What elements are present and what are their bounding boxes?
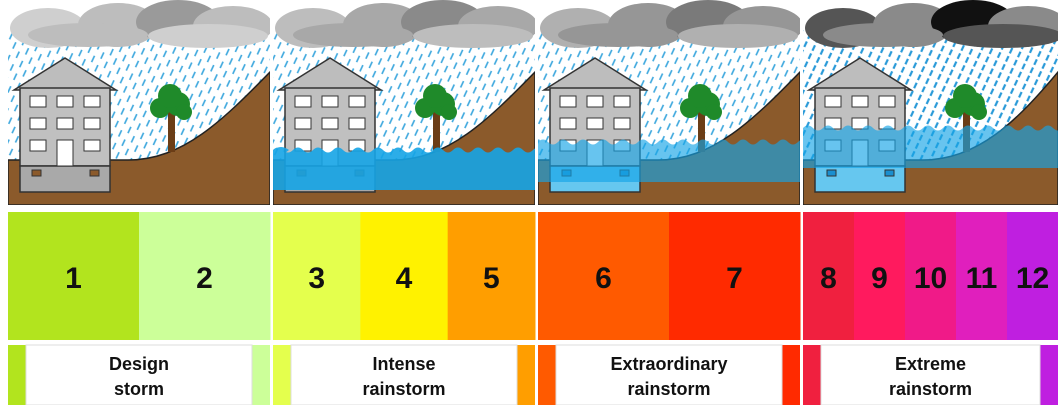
flood-water (803, 126, 1058, 169)
level-number: 2 (196, 262, 213, 295)
door (57, 140, 73, 166)
window (84, 118, 100, 129)
tree-leaf (158, 84, 182, 108)
cloud (823, 23, 943, 47)
window (614, 96, 630, 107)
rainstorm-scale: 12Designstorm345Intenserainstorm67Extrao… (0, 0, 1058, 405)
basement-window (90, 170, 99, 176)
level-number: 5 (483, 262, 500, 295)
tree-leaf (706, 104, 722, 120)
label-strip-left (803, 345, 821, 405)
window (587, 96, 603, 107)
cloud (293, 23, 413, 47)
flood-water (538, 140, 818, 183)
tree-leaf (441, 104, 457, 120)
window (295, 118, 311, 129)
window (349, 118, 365, 129)
label-strip-right (517, 345, 535, 405)
illustration (273, 0, 553, 205)
level-number: 6 (595, 262, 612, 295)
tree-leaf (953, 84, 977, 108)
level-number: 9 (871, 262, 888, 295)
cloud (28, 23, 148, 47)
window (560, 118, 576, 129)
basement-window (827, 170, 836, 176)
basement-window (32, 170, 41, 176)
window (879, 96, 895, 107)
tree-leaf (176, 104, 192, 120)
level-number: 7 (726, 262, 743, 295)
illustration (538, 0, 818, 205)
level-number: 3 (308, 262, 325, 295)
window (614, 118, 630, 129)
cloud (943, 24, 1058, 48)
window (57, 96, 73, 107)
window (322, 96, 338, 107)
tree-leaf (971, 104, 987, 120)
window (295, 96, 311, 107)
cloud (148, 24, 268, 48)
tree-leaf (688, 84, 712, 108)
label-strip-left (538, 345, 556, 405)
level-number: 8 (820, 262, 837, 295)
cloud (678, 24, 798, 48)
level-number: 1 (65, 262, 82, 295)
window (825, 96, 841, 107)
illustration (803, 0, 1058, 205)
window (30, 118, 46, 129)
level-number: 4 (396, 262, 413, 295)
level-number: 12 (1016, 262, 1049, 295)
cloud (413, 24, 533, 48)
window (349, 96, 365, 107)
window (57, 118, 73, 129)
window (322, 118, 338, 129)
flood-water (273, 147, 553, 190)
window (84, 96, 100, 107)
illustration (8, 0, 273, 205)
level-number: 11 (966, 262, 998, 295)
label-strip-right (782, 345, 800, 405)
label-strip-right (252, 345, 270, 405)
label-strip-left (8, 345, 26, 405)
window (30, 96, 46, 107)
label-strip-left (273, 345, 291, 405)
window (587, 118, 603, 129)
window (30, 140, 46, 151)
window (852, 96, 868, 107)
window (560, 96, 576, 107)
label-strip-right (1040, 345, 1058, 405)
basement-window (885, 170, 894, 176)
cloud (558, 23, 678, 47)
window (84, 140, 100, 151)
level-number: 10 (914, 262, 947, 295)
tree-leaf (423, 84, 447, 108)
